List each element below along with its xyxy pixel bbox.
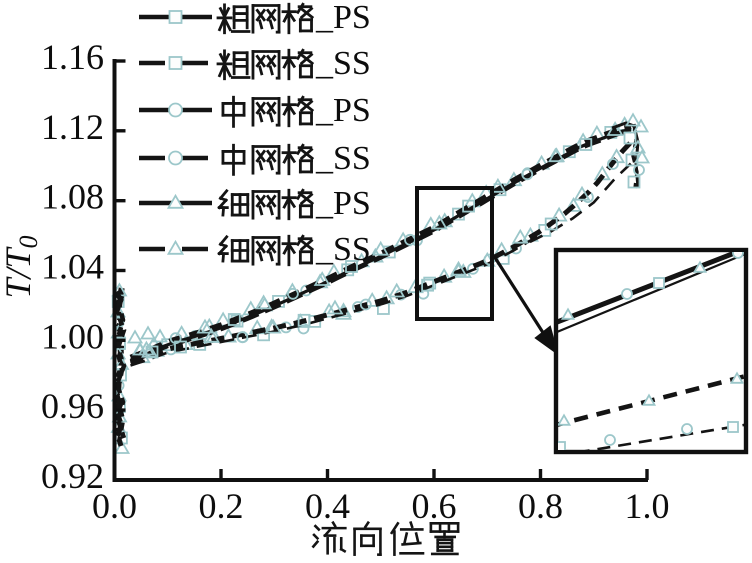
svg-text:_SS: _SS [315,231,371,268]
svg-text:1.00: 1.00 [41,316,104,356]
svg-text:0.0: 0.0 [92,486,137,526]
svg-text:_SS: _SS [315,140,371,177]
svg-text:_PS: _PS [315,0,371,36]
svg-text:0.2: 0.2 [199,486,244,526]
svg-text:_PS: _PS [315,92,371,129]
svg-text:1.04: 1.04 [41,247,104,287]
svg-text:1.0: 1.0 [625,486,670,526]
svg-text:_PS: _PS [315,185,371,222]
svg-text:0.4: 0.4 [305,486,350,526]
svg-text:1.08: 1.08 [41,177,104,217]
svg-text:1.16: 1.16 [41,37,104,77]
svg-text:1.12: 1.12 [41,107,104,147]
svg-text:_SS: _SS [315,45,371,82]
svg-text:0.6: 0.6 [412,486,457,526]
svg-text:0.96: 0.96 [41,386,104,426]
svg-text:0.8: 0.8 [518,486,563,526]
svg-text:0.92: 0.92 [41,456,104,496]
